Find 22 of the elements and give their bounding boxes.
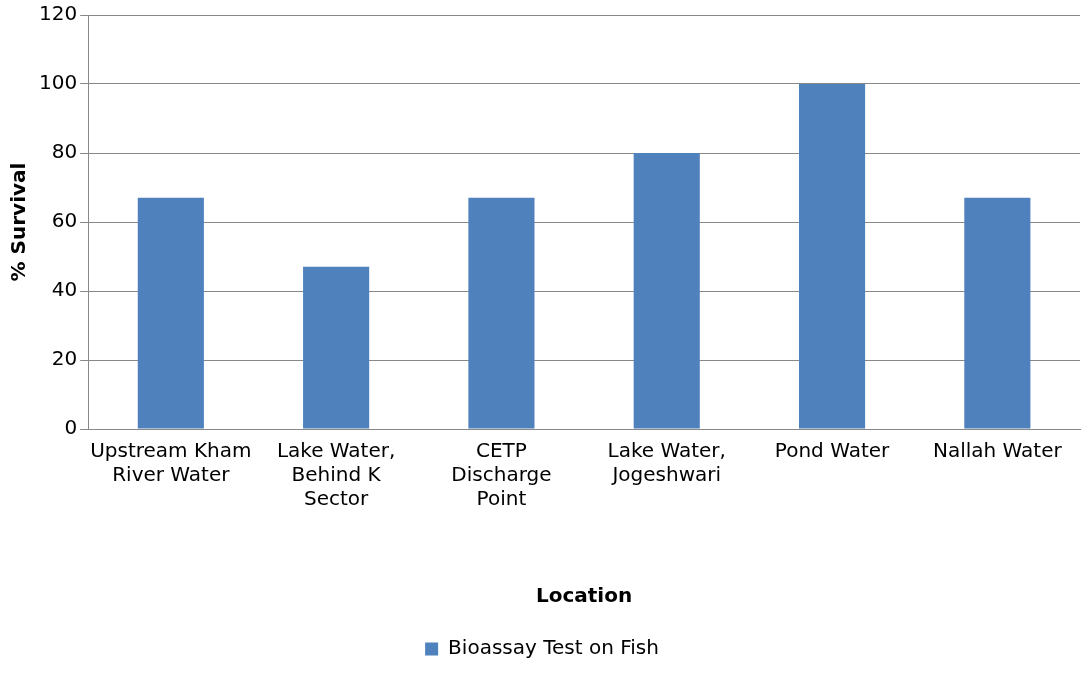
- y-tick-label: 60: [51, 208, 78, 233]
- bar: [798, 84, 866, 429]
- bar: [468, 197, 535, 429]
- x-tick-label: Pond Water: [774, 438, 891, 463]
- y-tick-label: 120: [38, 1, 78, 26]
- y-tick-label: 20: [51, 346, 78, 371]
- bar: [964, 197, 1031, 429]
- bar: [633, 153, 700, 429]
- y-tick-label: 40: [51, 277, 78, 302]
- legend-label: Bioassay Test on Fish: [448, 635, 659, 660]
- x-tick-label: Lake Water, Behind K Sector: [276, 438, 396, 511]
- y-axis-title: % Survival: [6, 162, 31, 282]
- x-tick-label: Lake Water, Jogeshwari: [607, 438, 726, 487]
- bar: [303, 266, 370, 429]
- y-tick-label: 100: [38, 70, 78, 95]
- x-axis-title: Location: [535, 583, 633, 608]
- x-tick-label: Upstream Kham River Water: [90, 438, 252, 487]
- x-tick-label: CETP Discharge Point: [451, 438, 552, 511]
- x-tick-label: Nallah Water: [932, 438, 1063, 463]
- bar: [137, 197, 204, 429]
- y-tick-label: 0: [64, 415, 78, 440]
- y-tick-label: 80: [51, 139, 78, 164]
